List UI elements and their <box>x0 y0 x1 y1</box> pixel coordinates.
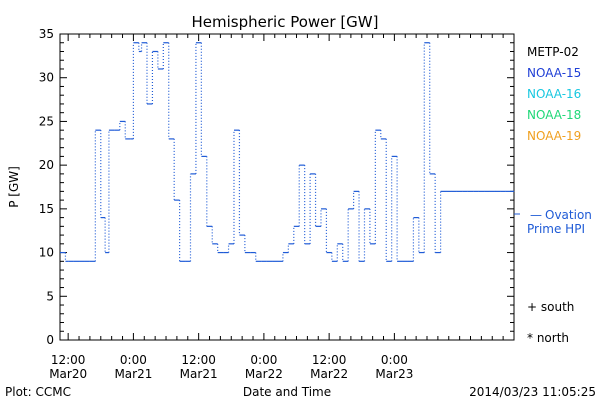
y-axis: 0 5 10 15 20 25 30 35 <box>39 27 514 347</box>
legend-entry: NOAA-15 <box>527 66 581 80</box>
y-tick-label: 0 <box>46 333 54 347</box>
x-tick-label-time: 12:00 <box>181 353 216 367</box>
ovation-label-line1: Ovation <box>545 208 592 222</box>
y-tick-label: 35 <box>39 27 54 41</box>
x-tick-label-time: 12:00 <box>51 353 86 367</box>
y-tick-label: 30 <box>39 71 54 85</box>
x-tick-label-time: 0:00 <box>381 353 408 367</box>
south-label: + south <box>527 300 574 314</box>
x-tick-label-time: 0:00 <box>120 353 147 367</box>
y-axis-label: P [GW] <box>7 166 21 208</box>
y-tick-label: 15 <box>39 202 54 216</box>
y-tick-label: 10 <box>39 246 54 260</box>
x-tick-label-time: 12:00 <box>312 353 347 367</box>
x-tick-label-date: Mar23 <box>375 367 413 381</box>
legend-entry: NOAA-19 <box>527 129 581 143</box>
legend-entry: NOAA-18 <box>527 108 581 122</box>
series-layer <box>60 42 514 262</box>
legend: METP-02 NOAA-15 NOAA-16 NOAA-18 NOAA-19 <box>527 45 581 143</box>
y-tick-label: 25 <box>39 114 54 128</box>
legend-entry: METP-02 <box>527 45 579 59</box>
x-tick-label-date: Mar21 <box>114 367 152 381</box>
x-tick-label-date: Mar20 <box>49 367 87 381</box>
ovation-label-line2: Prime HPI <box>527 222 585 236</box>
x-axis: 12:00Mar200:00Mar2112:00Mar210:00Mar2212… <box>49 34 515 381</box>
timestamp: 2014/03/23 11:05:25 <box>469 385 596 399</box>
y-tick-label: 5 <box>46 289 54 303</box>
x-tick-label-date: Mar22 <box>245 367 283 381</box>
plot-frame <box>59 33 515 341</box>
plot-credit: Plot: CCMC <box>5 385 71 399</box>
x-tick-label-time: 0:00 <box>250 353 277 367</box>
ovation-marker: — <box>530 208 542 222</box>
chart-title: Hemispheric Power [GW] <box>192 13 379 31</box>
x-tick-label-date: Mar22 <box>310 367 348 381</box>
x-tick-label-date: Mar21 <box>180 367 218 381</box>
y-tick-label: 20 <box>39 158 54 172</box>
legend-entry: NOAA-16 <box>527 87 581 101</box>
north-label: * north <box>527 331 569 345</box>
x-axis-label: Date and Time <box>243 385 331 399</box>
